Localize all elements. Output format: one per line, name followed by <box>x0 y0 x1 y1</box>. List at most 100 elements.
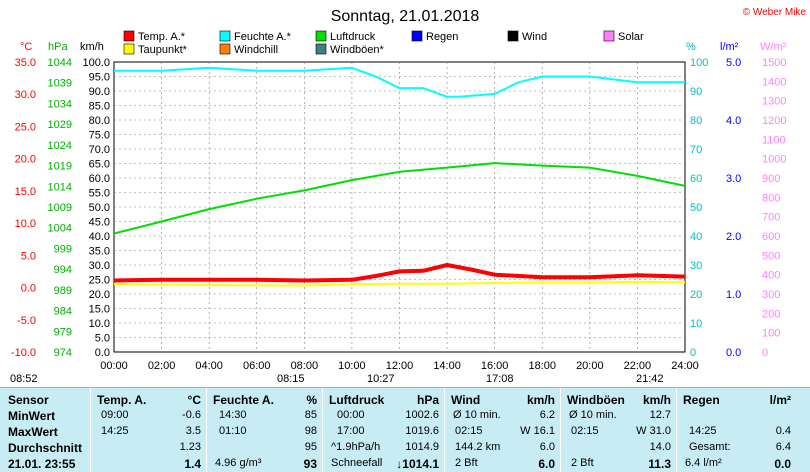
stats-table: Sensor MinWert MaxWert Durchschnitt 21.0… <box>0 387 810 472</box>
tick-label-pressure: 974 <box>54 347 72 359</box>
tick-label-x: 16:00 <box>481 360 509 372</box>
tick-label-pressure: 1034 <box>48 98 72 110</box>
gust-max-time: 02:15 <box>571 425 599 437</box>
gust-avg: 14.0 <box>649 441 671 453</box>
tick-label-humidity: 0 <box>690 347 696 359</box>
tick-label-solar: 1100 <box>762 134 786 146</box>
copyright-text[interactable]: © Weber Mike <box>743 7 807 18</box>
tick-label-wind: 40.0 <box>89 231 110 243</box>
tick-label-x: 02:00 <box>148 360 176 372</box>
tick-label-pressure: 1009 <box>48 202 72 214</box>
tick-label-wind: 75.0 <box>89 130 110 142</box>
tick-label-humidity: 10 <box>690 318 702 330</box>
tick-label-wind: 10.0 <box>89 318 110 330</box>
stats-header-temp: Temp. A. <box>97 393 147 407</box>
time-marker-sunrise: 08:15 <box>277 373 305 385</box>
tick-label-wind: 70.0 <box>89 144 110 156</box>
pressure-min-time: 00:00 <box>337 409 365 421</box>
humidity-current: 93 <box>303 457 317 471</box>
gust-max-dir: W 31.0 <box>636 425 671 437</box>
unit-solar: W/m² <box>760 41 787 53</box>
legend-swatch <box>219 30 231 42</box>
tick-label-temp: 0.0 <box>21 283 36 295</box>
tick-label-temp: -10.0 <box>11 347 36 359</box>
tick-label-humidity: 30 <box>690 260 702 272</box>
legend-label: Wind <box>522 31 547 43</box>
humidity-max-time: 01:10 <box>219 425 247 437</box>
tick-label-temp: 25.0 <box>15 121 36 133</box>
series-temperature <box>113 263 686 283</box>
stats-header-humidity: Feuchte A. <box>213 393 274 407</box>
stats-header-wind: Wind <box>451 393 481 407</box>
tick-label-rain: 2.0 <box>726 231 741 243</box>
tick-label-wind: 0.0 <box>95 347 110 359</box>
tick-label-temp: 30.0 <box>15 89 36 101</box>
rain-rate: 6.4 l/m² <box>685 457 722 469</box>
chart-legend: Temp. A.* Feuchte A.* Luftdruck Regen Wind So… <box>123 30 644 56</box>
unit-humidity: % <box>686 41 696 53</box>
tick-label-rain: 0.0 <box>726 347 741 359</box>
tick-label-pressure: 989 <box>54 285 72 297</box>
stats-row-min: MinWert <box>8 409 56 423</box>
tick-label-pressure: 999 <box>54 243 72 255</box>
wind-run-val: 6.0 <box>539 441 555 453</box>
temp-min-time: 09:00 <box>101 409 129 421</box>
legend-swatch <box>507 30 519 42</box>
tick-label-solar: 400 <box>762 270 780 282</box>
legend-label: Regen <box>426 31 458 43</box>
tick-label-solar: 1300 <box>762 96 786 108</box>
pressure-forecast: Schneefall <box>331 457 383 469</box>
stats-header-pressure: Luftdruck <box>329 393 385 407</box>
tick-label-humidity: 80 <box>690 115 702 127</box>
gust-current: 11.3 <box>648 457 671 471</box>
weather-chart: 35.0 30.0 25.0 20.0 15.0 10.0 5.0 0.0 -5.0 -10.0 1… <box>10 7 807 385</box>
tick-label-humidity: 70 <box>690 144 702 156</box>
stats-col-temp: Temp. A. °C 09:00 -0.6 14:25 3.5 1.23 1.… <box>90 388 207 472</box>
tick-label-wind: 85.0 <box>89 101 110 113</box>
tick-label-temp: 5.0 <box>21 250 36 262</box>
tick-label-wind: 90.0 <box>89 86 110 98</box>
stats-col-wind: Wind km/h Ø 10 min. 6.2 02:15 W 16.1 144… <box>444 388 561 472</box>
pressure-max: 1019.6 <box>405 425 439 437</box>
time-marker-sunrise-left: 08:52 <box>10 373 38 385</box>
stats-unit-pressure: hPa <box>416 393 439 407</box>
tick-label-humidity: 90 <box>690 86 702 98</box>
legend-label: Windchill <box>234 44 278 56</box>
tick-label-wind: 5.0 <box>95 333 110 345</box>
wind-max-time: 02:15 <box>455 425 483 437</box>
tick-label-solar: 700 <box>762 212 780 224</box>
pressure-current: ↓1014.1 <box>396 457 439 471</box>
tick-label-wind: 45.0 <box>89 217 110 229</box>
tick-label-wind: 20.0 <box>89 289 110 301</box>
tick-label-pressure: 1024 <box>48 140 72 152</box>
tick-label-wind: 35.0 <box>89 246 110 258</box>
rain-max-time: 14:25 <box>689 425 717 437</box>
stats-header-rain: Regen <box>683 393 720 407</box>
rain-total: 6.4 <box>775 441 791 453</box>
tick-label-x: 04:00 <box>195 360 223 372</box>
temp-max: 3.5 <box>185 425 201 437</box>
tick-label-pressure: 1004 <box>48 223 72 235</box>
tick-label-pressure: 1029 <box>48 119 72 131</box>
tick-label-wind: 50.0 <box>89 202 110 214</box>
tick-label-x: 20:00 <box>576 360 604 372</box>
tick-label-rain: 4.0 <box>726 115 741 127</box>
legend-swatch <box>219 43 231 55</box>
legend-label: Feuchte A.* <box>234 31 292 43</box>
tick-label-solar: 800 <box>762 192 780 204</box>
tick-label-solar: 0 <box>762 347 768 359</box>
unit-wind: km/h <box>80 41 104 53</box>
legend-label: Luftdruck <box>330 31 376 43</box>
tick-label-solar: 1400 <box>762 76 786 88</box>
tick-label-wind: 25.0 <box>89 275 110 287</box>
wind-current: 6.0 <box>538 457 555 471</box>
tick-label-temp: 35.0 <box>15 57 36 69</box>
stats-unit-gust: km/h <box>642 393 671 407</box>
tick-label-pressure: 979 <box>54 326 72 338</box>
legend-swatch <box>123 30 135 42</box>
tick-label-x: 10:00 <box>338 360 366 372</box>
tick-label-wind: 15.0 <box>89 304 110 316</box>
tick-label-x: 06:00 <box>243 360 271 372</box>
tick-label-rain: 5.0 <box>726 57 741 69</box>
tick-label-x: 24:00 <box>671 360 699 372</box>
